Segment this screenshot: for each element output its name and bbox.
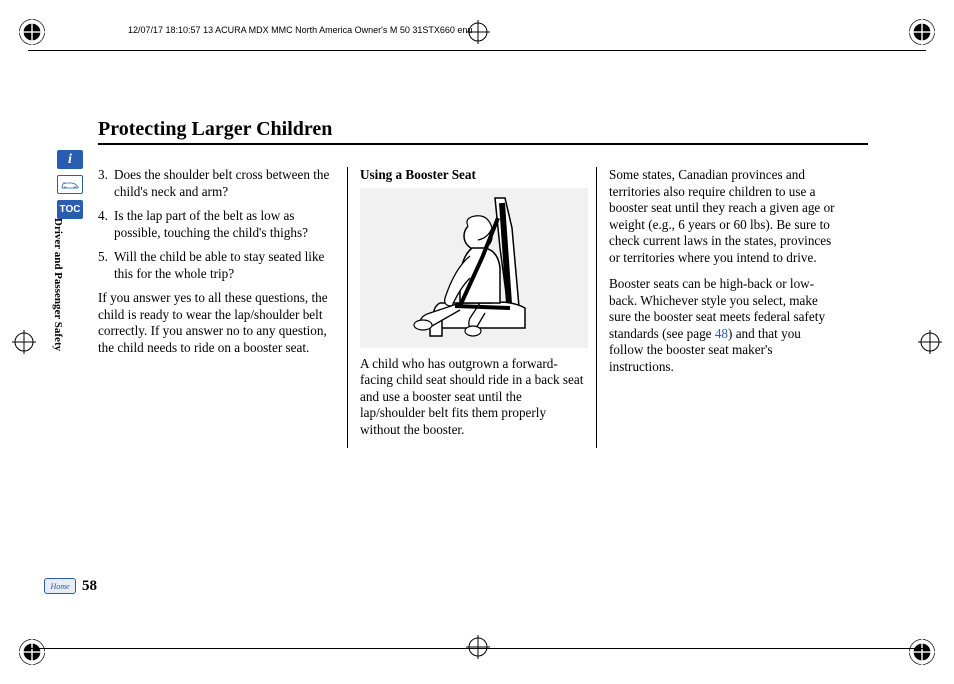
column-1: 3. Does the shoulder belt cross between … (98, 167, 347, 448)
columns: 3. Does the shoulder belt cross between … (98, 167, 868, 448)
booster-seat-figure (360, 188, 588, 348)
page-content: Protecting Larger Children 3. Does the s… (98, 118, 868, 448)
question-4: 4. Is the lap part of the belt as low as… (98, 208, 337, 241)
booster-subhead: Using a Booster Seat (360, 167, 586, 184)
q3-text: Does the shoulder belt cross between the… (114, 167, 337, 200)
q4-text: Is the lap part of the belt as low as po… (114, 208, 337, 241)
q5-number: 5. (98, 249, 114, 282)
registration-mark-tr (908, 18, 936, 46)
question-5: 5. Will the child be able to stay seated… (98, 249, 337, 282)
column-3: Some states, Canadian provinces and terr… (596, 167, 845, 448)
registration-mark-tl (18, 18, 46, 46)
home-button[interactable]: Home (44, 578, 76, 594)
q4-number: 4. (98, 208, 114, 241)
page-number: 58 (82, 578, 97, 595)
q3-number: 3. (98, 167, 114, 200)
col2-para: A child who has outgrown a forward-facin… (360, 356, 586, 439)
column-2: Using a Booster Seat (347, 167, 596, 448)
print-header-meta: 12/07/17 18:10:57 13 ACURA MDX MMC North… (128, 25, 472, 35)
section-tab-label: Driver and Passenger Safety (52, 218, 64, 351)
car-icon[interactable] (57, 175, 83, 194)
sidebar-nav: i TOC (57, 150, 85, 219)
toc-button[interactable]: TOC (57, 200, 83, 219)
col1-summary: If you answer yes to all these questions… (98, 290, 337, 356)
info-icon[interactable]: i (57, 150, 83, 169)
question-3: 3. Does the shoulder belt cross between … (98, 167, 337, 200)
col3-para2: Booster seats can be high-back or low-ba… (609, 276, 835, 375)
page-link-48[interactable]: 48 (715, 326, 728, 341)
page-bottom-rule (28, 648, 926, 649)
page-title: Protecting Larger Children (98, 118, 868, 145)
q5-text: Will the child be able to stay seated li… (114, 249, 337, 282)
col3-para1: Some states, Canadian provinces and terr… (609, 167, 835, 266)
